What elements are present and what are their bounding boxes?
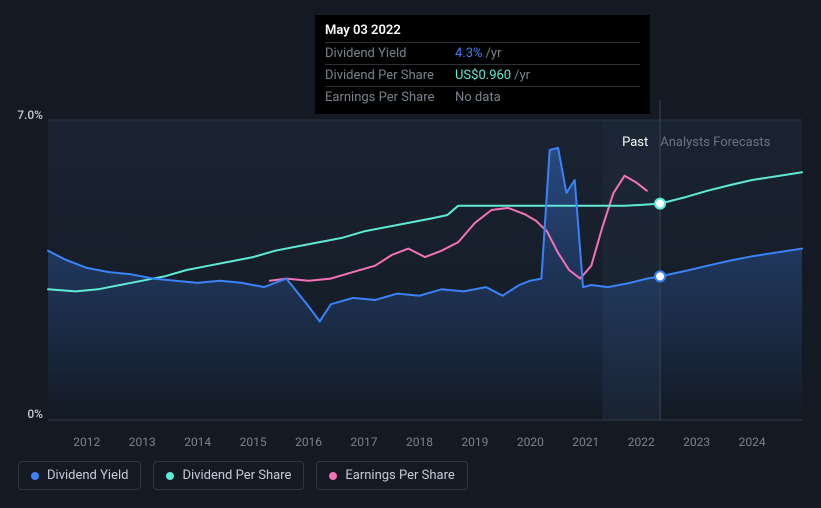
- legend-item-dividend-per-share[interactable]: Dividend Per Share: [153, 461, 304, 490]
- xaxis-year: 2019: [461, 435, 488, 449]
- legend: Dividend Yield Dividend Per Share Earnin…: [18, 461, 468, 490]
- xaxis-year: 2014: [184, 435, 211, 449]
- tooltip-row: Earnings Per Share No data: [325, 86, 640, 108]
- legend-label: Earnings Per Share: [345, 468, 454, 483]
- tooltip-value: 4.3%: [455, 46, 483, 61]
- tooltip-suffix: /yr: [486, 46, 502, 61]
- tooltip-date: May 03 2022: [325, 23, 640, 38]
- tooltip-value: No data: [455, 90, 501, 105]
- tooltip-row: Dividend Per Share US$0.960/yr: [325, 64, 640, 86]
- xaxis-year: 2015: [240, 435, 267, 449]
- xaxis-year: 2016: [295, 435, 322, 449]
- forecast-label: Analysts Forecasts: [660, 135, 770, 150]
- xaxis-year: 2024: [739, 435, 766, 449]
- past-forecast-labels: Past Analysts Forecasts: [622, 135, 770, 150]
- legend-label: Dividend Per Share: [182, 468, 291, 483]
- past-label: Past: [622, 135, 648, 150]
- xaxis-year: 2017: [351, 435, 378, 449]
- xaxis-year: 2022: [628, 435, 655, 449]
- tooltip-label: Dividend Per Share: [325, 68, 455, 83]
- tooltip-suffix: /yr: [514, 68, 530, 83]
- xaxis-year: 2020: [517, 435, 544, 449]
- legend-item-dividend-yield[interactable]: Dividend Yield: [18, 461, 141, 490]
- yaxis-top-label: 7.0%: [17, 108, 43, 122]
- xaxis-year: 2021: [572, 435, 599, 449]
- legend-item-earnings-per-share[interactable]: Earnings Per Share: [316, 461, 467, 490]
- chart-container: 7.0% 0% Past Analysts Forecasts 2012 2013…: [0, 100, 821, 450]
- chart-svg[interactable]: [0, 100, 821, 450]
- xaxis-year: 2023: [683, 435, 710, 449]
- tooltip-row: Dividend Yield 4.3%/yr: [325, 42, 640, 64]
- tooltip-label: Dividend Yield: [325, 46, 455, 61]
- legend-dot: [329, 472, 337, 480]
- legend-label: Dividend Yield: [47, 468, 128, 483]
- legend-dot: [166, 472, 174, 480]
- yaxis-bottom-label: 0%: [27, 407, 43, 421]
- xaxis-year: 2018: [406, 435, 433, 449]
- xaxis-year: 2012: [73, 435, 100, 449]
- legend-dot: [31, 472, 39, 480]
- chart-tooltip: May 03 2022 Dividend Yield 4.3%/yr Divid…: [315, 15, 650, 114]
- xaxis-year: 2013: [129, 435, 156, 449]
- tooltip-label: Earnings Per Share: [325, 90, 455, 105]
- tooltip-value: US$0.960: [455, 68, 511, 83]
